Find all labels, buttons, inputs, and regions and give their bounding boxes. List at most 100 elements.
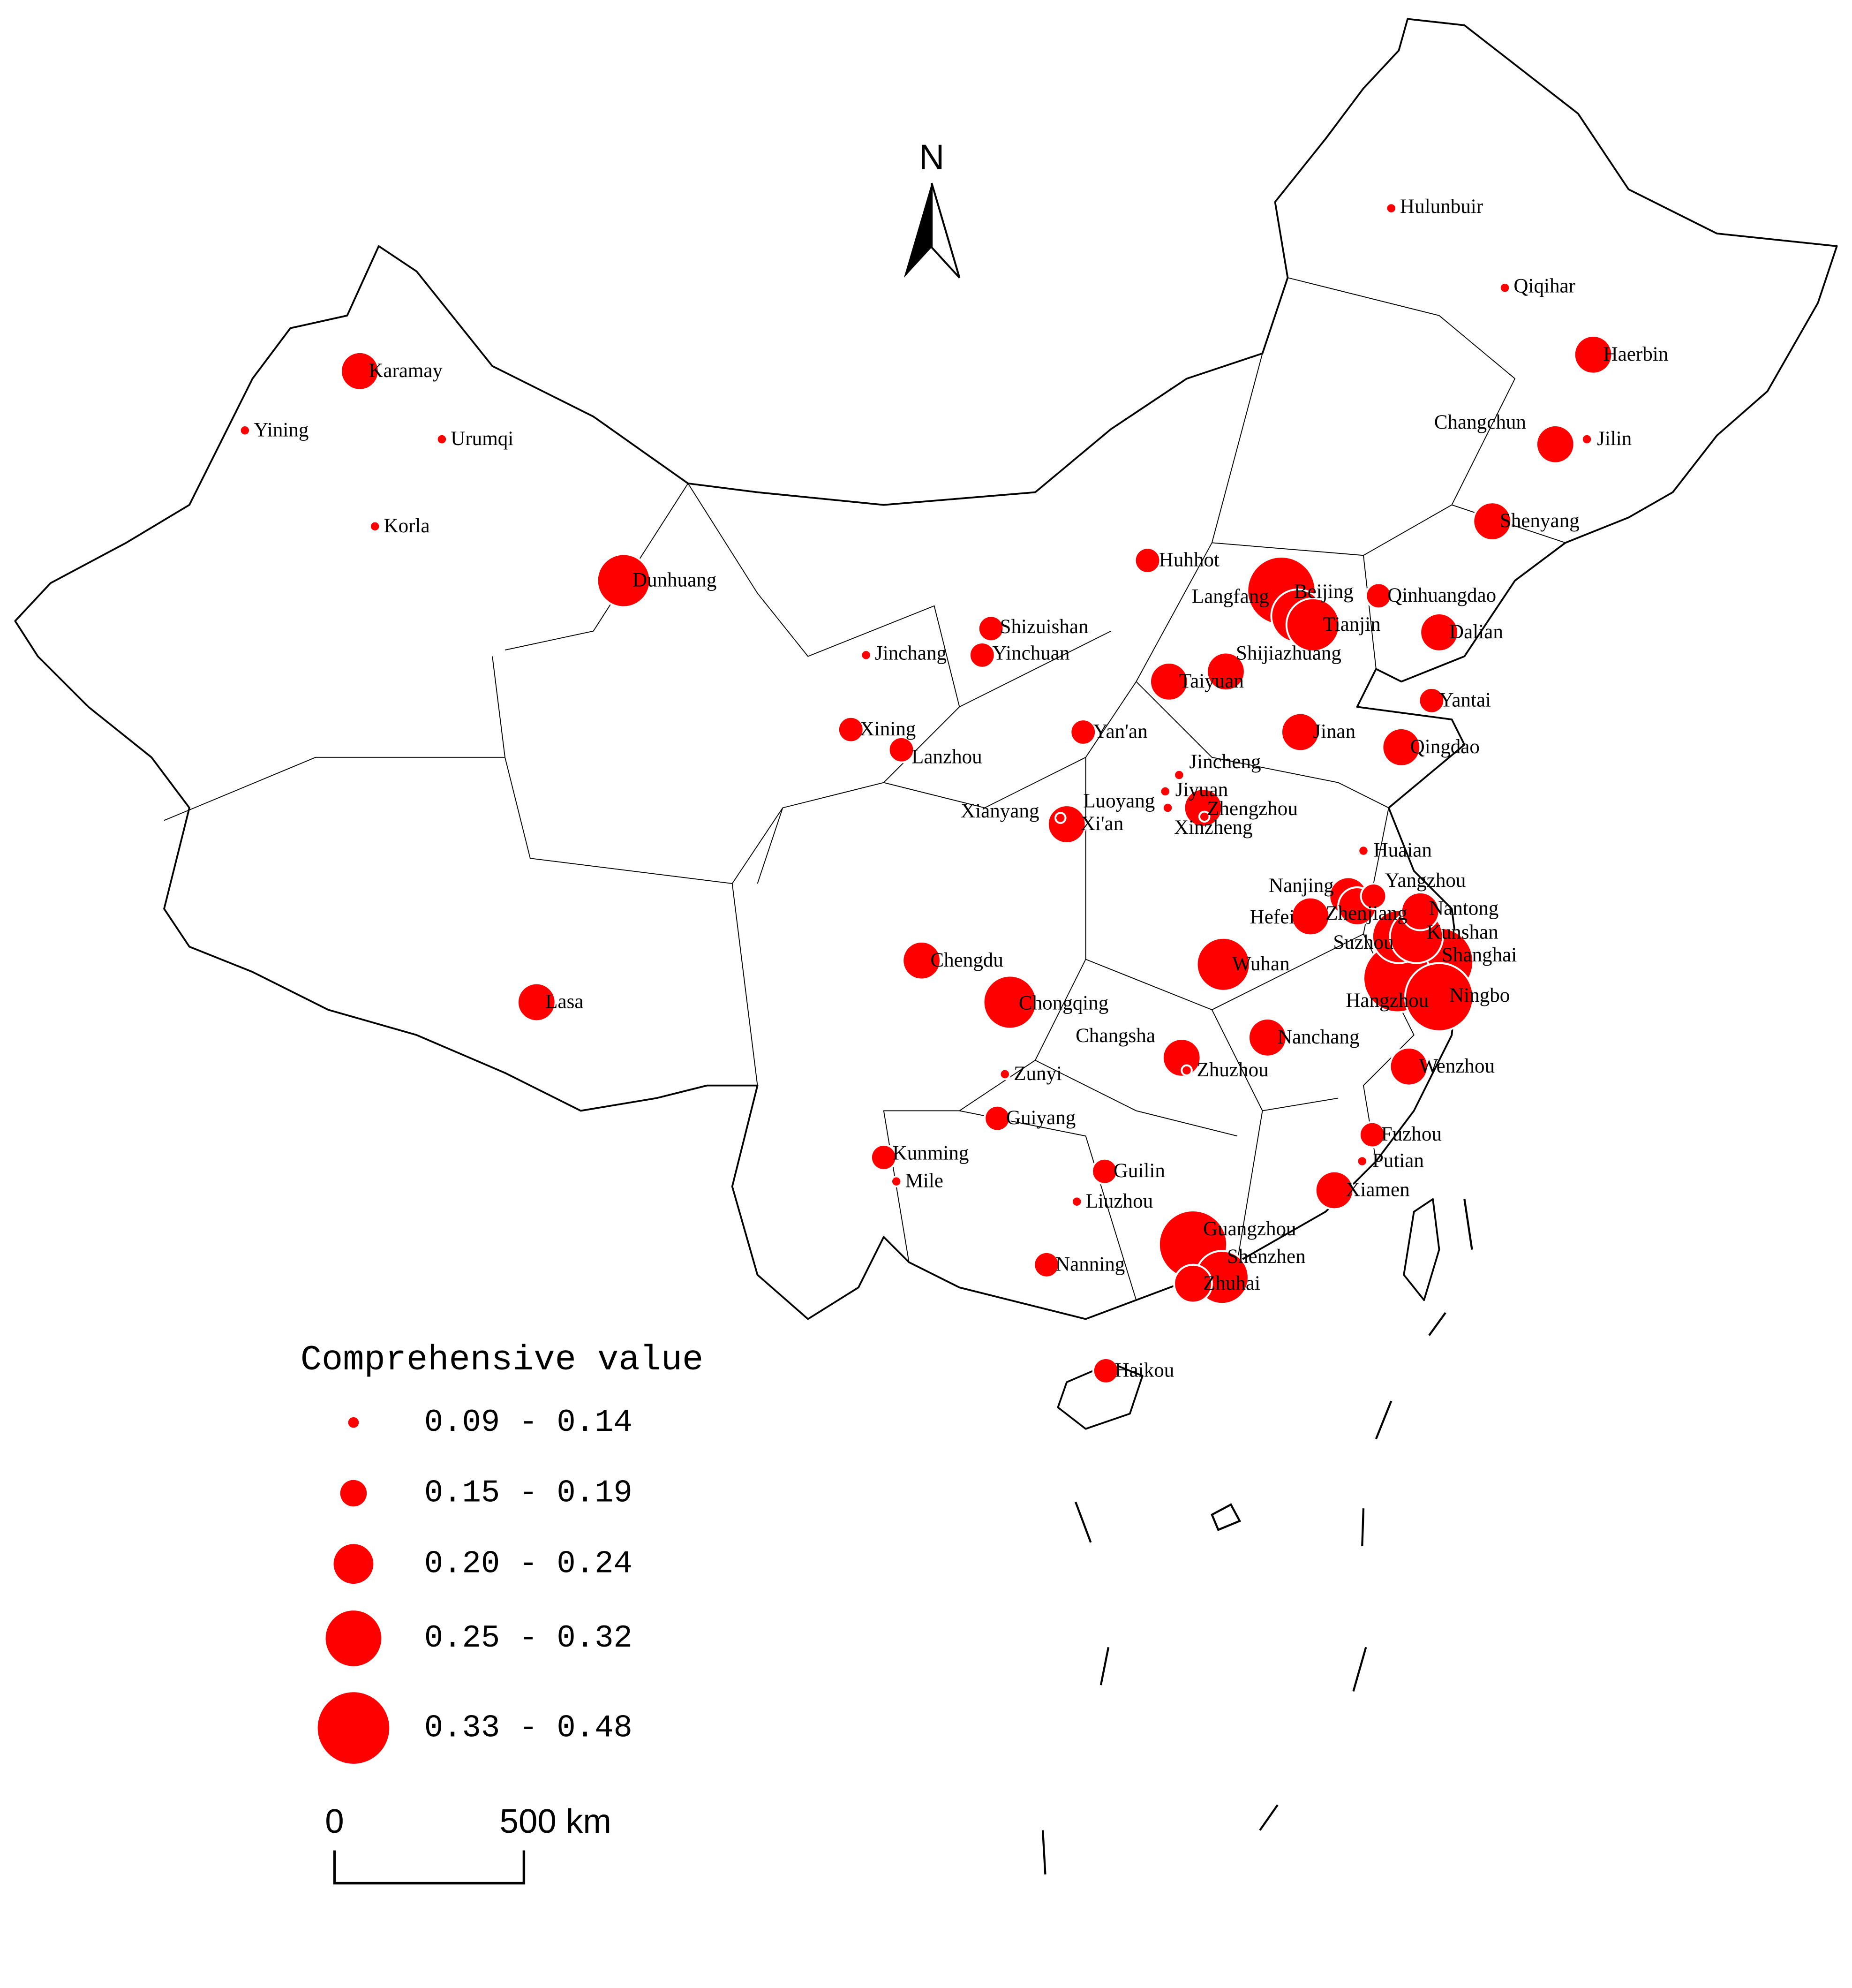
legend-symbol: [333, 1544, 374, 1584]
city-marker: [239, 424, 251, 437]
city-label: Shizuishan: [1000, 616, 1089, 638]
city-label: Guiyang: [1006, 1107, 1076, 1129]
city-marker: [1069, 718, 1097, 746]
city-markers: [239, 202, 1613, 1384]
city-label: Zunyi: [1014, 1063, 1062, 1085]
city-label: Yining: [254, 419, 309, 441]
city-label: Mile: [905, 1170, 943, 1192]
city-marker: [1356, 1155, 1369, 1167]
city-label: Zhuhai: [1203, 1272, 1260, 1294]
legend-label: 0.33 - 0.48: [424, 1710, 632, 1746]
city-marker: [1400, 891, 1440, 931]
city-label: Nanning: [1055, 1253, 1125, 1275]
legend-label: 0.20 - 0.24: [424, 1546, 632, 1582]
city-marker: [1535, 424, 1575, 464]
city-marker: [1206, 651, 1246, 692]
city-label: Lanzhou: [911, 746, 982, 768]
city-label: Guangzhou: [1203, 1218, 1296, 1240]
city-label: Huaian: [1374, 839, 1432, 862]
city-marker: [1196, 937, 1251, 992]
city-label: Urumqi: [451, 428, 513, 450]
city-label: Yantai: [1439, 689, 1491, 711]
city-marker: [1285, 597, 1340, 652]
city-label: Chongqing: [1019, 992, 1108, 1014]
city-marker: [1573, 334, 1613, 375]
scale-bar: 0 500 km: [325, 1802, 611, 1885]
city-marker: [837, 716, 865, 743]
city-label: Lasa: [545, 991, 583, 1013]
city-marker: [1149, 661, 1189, 702]
city-marker: [890, 1175, 903, 1187]
city-marker: [1092, 1357, 1120, 1384]
city-marker: [1033, 1251, 1061, 1278]
city-label: Shijiazhuang: [1236, 643, 1341, 665]
city-label: Tianjin: [1323, 613, 1381, 635]
city-marker: [982, 975, 1038, 1030]
city-marker: [984, 1104, 1011, 1132]
city-marker: [1498, 281, 1511, 294]
city-marker: [1418, 687, 1445, 714]
legend-label: 0.15 - 0.19: [424, 1476, 632, 1512]
city-label: Xinzheng: [1174, 816, 1252, 839]
city-label: Suzhou: [1333, 931, 1393, 953]
city-marker: [1360, 882, 1387, 910]
city-label: Karamay: [369, 360, 443, 382]
city-label: Yinchuan: [992, 643, 1069, 665]
legend-symbol: [340, 1480, 367, 1507]
city-label: Haikou: [1115, 1359, 1174, 1381]
city-marker: [1357, 845, 1370, 857]
city-label: Yangzhou: [1385, 869, 1466, 892]
scale-line: [333, 1850, 526, 1885]
legend-symbol: [348, 1417, 359, 1428]
north-arrow-right: [931, 182, 961, 279]
city-label: Xi'an: [1081, 813, 1123, 835]
city-layer: Hulunbuir Qiqihar Jilin Yining Urumqi Korla Ji…: [239, 196, 1669, 1384]
city-marker: [1173, 1263, 1213, 1304]
legend-label: 0.25 - 0.32: [424, 1621, 632, 1656]
city-marker: [596, 553, 651, 608]
legend-symbol: [317, 1692, 390, 1764]
city-label: Zhengzhou: [1207, 798, 1298, 820]
city-label: Jinchang: [875, 643, 947, 665]
city-label: Hulunbuir: [1400, 196, 1483, 218]
city-label: Jiyuan: [1175, 779, 1228, 801]
city-marker: [516, 982, 557, 1022]
city-marker: [1280, 712, 1320, 752]
city-label: Jilin: [1597, 428, 1632, 450]
city-label: Zhenjiang: [1325, 902, 1408, 924]
city-label: Haerbin: [1604, 343, 1669, 365]
city-label: Qiqihar: [1513, 275, 1575, 297]
city-marker: [1472, 501, 1513, 541]
country-border: [14, 18, 1838, 1320]
city-marker: [1173, 769, 1185, 781]
city-marker: [1358, 1121, 1386, 1149]
scale-start: 0: [325, 1802, 344, 1840]
city-marker: [977, 615, 1005, 643]
city-label: Jinan: [1313, 721, 1355, 743]
city-label: Fuzhou: [1381, 1123, 1442, 1145]
city-label: Kunshan: [1427, 922, 1498, 944]
city-label: Shenyang: [1500, 510, 1580, 532]
city-marker: [1070, 1195, 1083, 1208]
city-label: Langfang: [1192, 586, 1269, 608]
city-marker: [1581, 433, 1593, 446]
city-label: Nanjing: [1269, 875, 1334, 897]
city-marker: [1404, 962, 1475, 1032]
city-label: Putian: [1372, 1150, 1424, 1172]
city-marker: [902, 940, 941, 981]
city-marker: [1314, 1170, 1355, 1210]
city-marker: [1161, 801, 1174, 814]
city-marker: [1054, 812, 1067, 824]
city-marker: [888, 736, 915, 763]
province-borders: [164, 277, 1566, 1300]
city-label: Ningbo: [1449, 984, 1510, 1006]
city-label: Luoyang: [1083, 790, 1155, 812]
city-marker: [968, 641, 996, 669]
city-marker: [1091, 1157, 1118, 1185]
city-label: Xiamen: [1346, 1179, 1409, 1201]
city-label: Guilin: [1114, 1160, 1165, 1182]
city-marker: [999, 1068, 1011, 1081]
